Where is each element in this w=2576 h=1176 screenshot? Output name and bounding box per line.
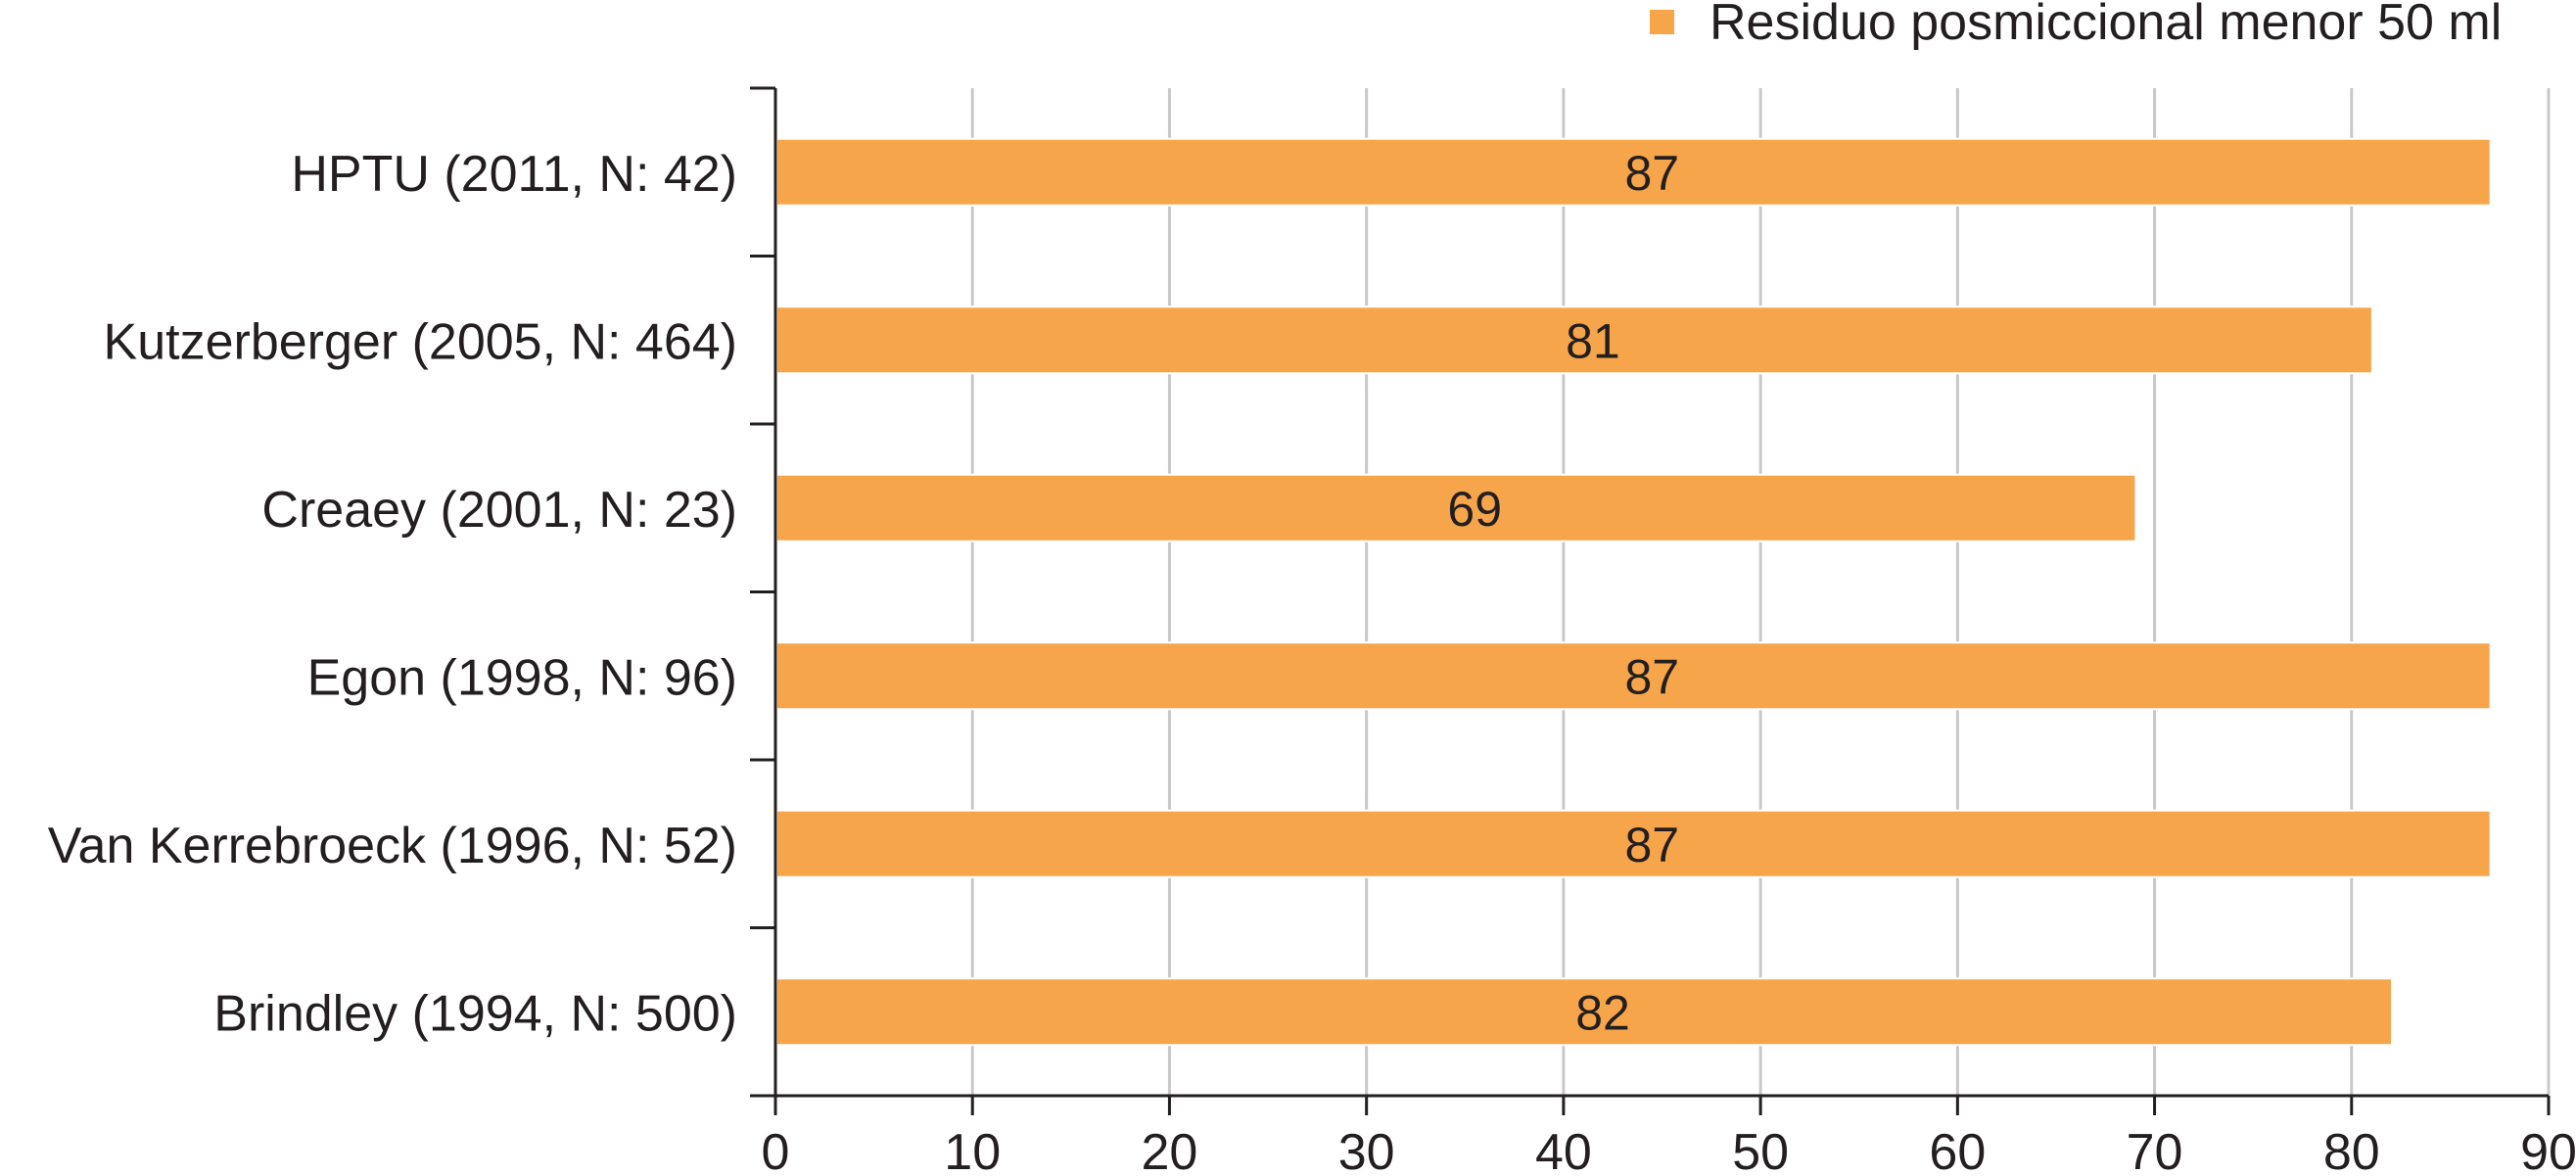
x-tick-label: 10: [944, 1124, 1001, 1176]
legend: Residuo posmiccional menor 50 ml: [1648, 0, 2502, 51]
category-label: Egon (1998, N: 96): [307, 649, 737, 706]
legend-swatch: [1648, 8, 1676, 36]
data-labels: 87 81 69 87 87 82: [1447, 146, 1679, 1041]
category-label: Van Kerrebroeck (1996, N: 52): [48, 818, 737, 874]
x-tick-label: 70: [2127, 1124, 2183, 1176]
bar: [775, 473, 2137, 542]
x-tick-labels: 0 10 20 30 40 50 60 70 80 90: [762, 1124, 2576, 1176]
bar: [775, 306, 2373, 375]
bar: [775, 641, 2492, 711]
bar: [775, 809, 2492, 878]
bars: [775, 137, 2492, 1047]
x-tick-label: 30: [1338, 1124, 1395, 1176]
x-tick-label: 80: [2323, 1124, 2380, 1176]
category-labels: HPTU (2011, N: 42) Kutzerberger (2005, N:…: [48, 146, 737, 1043]
bar-value-label: 87: [1625, 146, 1680, 201]
bar-value-label: 87: [1625, 818, 1680, 872]
x-tick-label: 50: [1732, 1124, 1789, 1176]
bar: [775, 977, 2394, 1047]
axes: [750, 86, 2551, 1115]
bar-value-label: 87: [1625, 649, 1680, 704]
x-tick-label: 90: [2520, 1124, 2576, 1176]
x-tick-label: 20: [1142, 1124, 1198, 1176]
bar-value-label: 81: [1566, 313, 1620, 368]
gridlines: [970, 88, 2551, 1096]
x-tick-label: 60: [1929, 1124, 1986, 1176]
x-tick-label: 0: [762, 1124, 790, 1176]
bar-value-label: 82: [1575, 985, 1630, 1040]
bar-value-label: 69: [1447, 482, 1502, 537]
legend-label: Residuo posmiccional menor 50 ml: [1710, 0, 2502, 51]
category-label: Creaey (2001, N: 23): [261, 482, 737, 539]
category-label: Brindley (1994, N: 500): [213, 985, 737, 1042]
x-tick-label: 40: [1535, 1124, 1592, 1176]
bar: [775, 137, 2492, 207]
category-label: Kutzerberger (2005, N: 464): [104, 313, 737, 370]
category-label: HPTU (2011, N: 42): [291, 146, 737, 203]
